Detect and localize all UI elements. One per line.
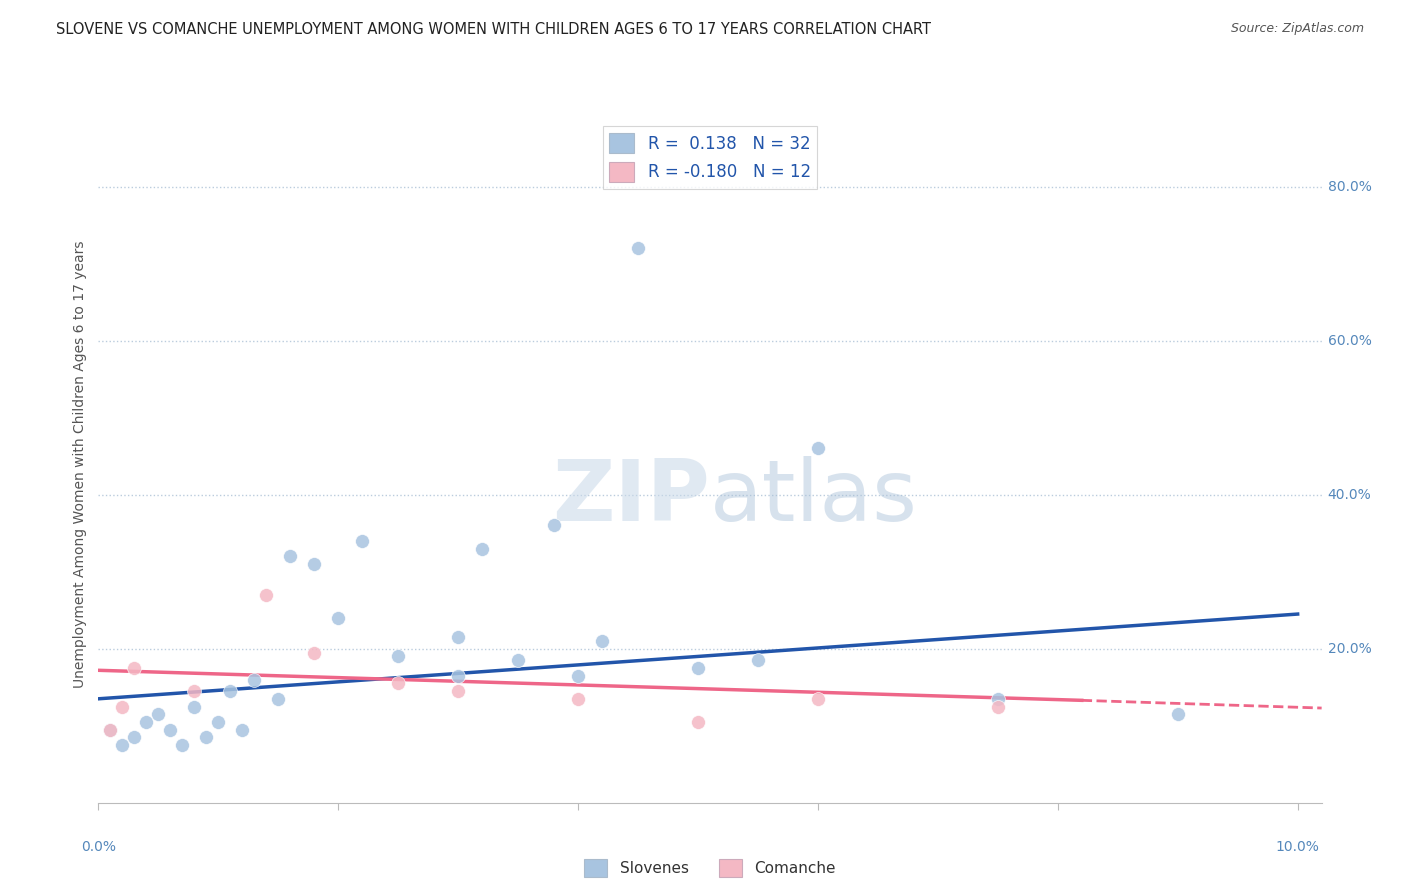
Point [567,691,589,706]
Point [183,699,205,714]
Text: ZIP: ZIP [553,456,710,540]
Point [508,653,530,667]
Point [1167,707,1189,722]
Point [124,731,146,745]
Point [387,649,409,664]
Point [159,723,181,737]
Text: 0.0%: 0.0% [82,840,115,854]
Point [100,723,122,737]
Point [686,661,709,675]
Text: 80.0%: 80.0% [1327,179,1372,194]
Point [987,691,1010,706]
Point [254,588,277,602]
Point [471,541,494,556]
Legend: Slovenes, Comanche: Slovenes, Comanche [578,853,842,883]
Point [231,723,253,737]
Point [243,673,266,687]
Text: Source: ZipAtlas.com: Source: ZipAtlas.com [1230,22,1364,36]
Text: 20.0%: 20.0% [1327,641,1371,656]
Point [591,634,613,648]
Point [100,723,122,737]
Point [207,714,229,729]
Point [807,691,830,706]
Point [987,699,1010,714]
Point [304,646,326,660]
Point [148,707,170,722]
Point [183,684,205,698]
Point [567,669,589,683]
Text: 40.0%: 40.0% [1327,488,1371,501]
Point [172,738,194,752]
Point [447,630,470,644]
Point [686,714,709,729]
Point [328,611,350,625]
Point [543,518,565,533]
Point [387,676,409,690]
Point [135,714,157,729]
Point [352,533,374,548]
Point [124,661,146,675]
Text: atlas: atlas [710,456,918,540]
Text: 10.0%: 10.0% [1275,840,1320,854]
Point [807,442,830,456]
Text: 60.0%: 60.0% [1327,334,1372,348]
Point [747,653,769,667]
Point [111,738,134,752]
Point [278,549,301,564]
Point [267,691,290,706]
Text: SLOVENE VS COMANCHE UNEMPLOYMENT AMONG WOMEN WITH CHILDREN AGES 6 TO 17 YEARS CO: SLOVENE VS COMANCHE UNEMPLOYMENT AMONG W… [56,22,931,37]
Point [111,699,134,714]
Point [447,684,470,698]
Point [627,241,650,255]
Point [195,731,218,745]
Point [447,669,470,683]
Point [219,684,242,698]
Point [304,557,326,571]
Y-axis label: Unemployment Among Women with Children Ages 6 to 17 years: Unemployment Among Women with Children A… [73,240,87,688]
